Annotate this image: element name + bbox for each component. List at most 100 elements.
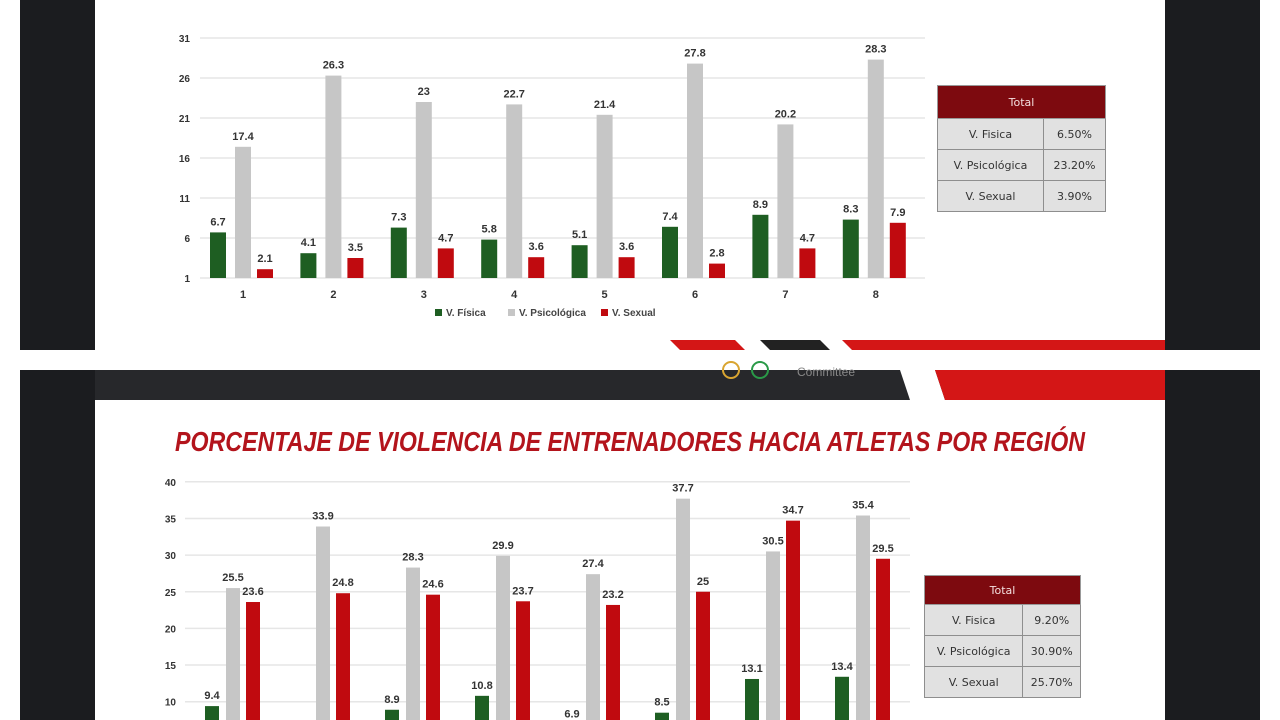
x-tick-label: 8 <box>873 289 879 301</box>
legend-label: V. Física <box>446 308 486 319</box>
data-label: 8.5 <box>654 697 669 709</box>
bar-sexual <box>336 593 350 720</box>
data-label: 29.5 <box>872 543 893 555</box>
data-label: 3.6 <box>529 241 544 253</box>
bar-fisica <box>835 676 849 720</box>
chart-bottom: 10 15 20 25 30 35 40 9.4 25.5 23.6 33.9 24.8 8.9 28.3… <box>165 478 910 720</box>
bar-psicologica <box>406 567 420 720</box>
chart-top: 16111621263116.717.42.124.126.33.537.323… <box>179 34 925 319</box>
data-label: 24.8 <box>332 577 353 589</box>
data-label: 30.5 <box>762 535 783 547</box>
right-frame-top <box>1165 0 1260 350</box>
x-tick-label: 3 <box>421 289 427 301</box>
bar-sexual <box>876 558 890 720</box>
bar-psicologica <box>415 102 432 278</box>
data-label: 23.7 <box>512 585 533 597</box>
white-cut <box>900 370 945 400</box>
bar-fisica <box>655 712 669 720</box>
data-label: 10.8 <box>471 680 492 692</box>
bar-sexual <box>618 257 635 278</box>
y-tick-label: 1 <box>184 274 190 285</box>
bar-fisica <box>571 245 588 278</box>
ring-yellow-icon <box>722 361 740 379</box>
x-tick-label: 4 <box>511 289 518 301</box>
committee-text: Committee <box>797 365 856 379</box>
legend-swatch <box>508 309 515 316</box>
data-label: 29.9 <box>492 540 513 552</box>
data-label: 8.3 <box>843 204 858 216</box>
bar-psicologica <box>496 555 510 720</box>
bar-fisica <box>385 709 399 720</box>
bar-psicologica <box>676 498 690 720</box>
data-label: 24.6 <box>422 579 443 591</box>
bar-sexual <box>606 604 620 720</box>
bar-sexual <box>516 601 530 720</box>
data-label: 13.1 <box>741 663 762 675</box>
row-value: 30.90% <box>1022 635 1081 667</box>
data-label: 2.8 <box>709 248 724 260</box>
bar-psicologica <box>586 574 600 720</box>
y-tick-label: 40 <box>165 478 177 489</box>
bar-psicologica <box>777 124 794 279</box>
left-frame-bottom <box>20 370 95 720</box>
red-stripe-2 <box>842 340 1165 350</box>
bar-sexual <box>347 258 364 278</box>
legend-swatch <box>435 309 442 316</box>
legend-label: V. Psicológica <box>519 308 586 319</box>
y-tick-label: 10 <box>165 698 177 709</box>
bar-psicologica <box>766 551 780 720</box>
y-tick-label: 11 <box>179 194 190 205</box>
row-label: V. Fisica <box>923 604 1024 636</box>
bar-fisica <box>210 232 226 278</box>
bar-fisica <box>475 695 489 720</box>
data-label: 4.7 <box>438 232 453 244</box>
y-tick-label: 16 <box>179 154 191 165</box>
bar-sexual <box>889 222 906 278</box>
y-tick-label: 30 <box>165 551 177 562</box>
data-label: 9.4 <box>204 690 220 702</box>
right-frame-bottom <box>1165 370 1260 720</box>
bar-fisica <box>205 706 219 720</box>
bar-psicologica <box>687 63 703 278</box>
data-label: 28.3 <box>402 552 423 564</box>
row-value: 23.20% <box>1042 149 1107 181</box>
row-label: V. Psicológica <box>937 149 1044 181</box>
y-tick-label: 20 <box>165 624 177 635</box>
total-header: Total <box>937 85 1106 119</box>
x-tick-label: 2 <box>330 289 336 301</box>
row-label: V. Sexual <box>937 180 1044 212</box>
bar-sexual <box>528 257 545 278</box>
data-label: 35.4 <box>852 500 874 512</box>
data-label: 22.7 <box>503 88 524 100</box>
row-value: 6.50% <box>1042 118 1107 150</box>
data-label: 6.7 <box>210 216 225 228</box>
data-label: 17.4 <box>232 131 254 143</box>
bar-sexual <box>709 263 725 278</box>
bar-sexual <box>246 602 260 720</box>
y-tick-label: 25 <box>165 588 177 599</box>
bar-fisica <box>390 227 407 278</box>
data-label: 2.1 <box>257 253 272 265</box>
ring-green-icon <box>751 361 769 379</box>
red-band <box>935 370 1165 400</box>
bar-sexual <box>437 248 454 278</box>
row-value: 3.90% <box>1042 180 1107 212</box>
data-label: 6.9 <box>564 708 579 720</box>
bar-psicologica <box>226 588 240 720</box>
data-label: 27.4 <box>582 558 604 570</box>
data-label: 37.7 <box>672 483 693 495</box>
bar-fisica <box>662 226 678 278</box>
data-label: 25 <box>697 576 709 588</box>
bar-psicologica <box>325 75 342 278</box>
data-label: 7.9 <box>890 207 905 219</box>
data-label: 5.1 <box>572 229 587 241</box>
total-table-bottom: Total V. Fisica 9.20% V. Psicológica 30.90… <box>923 575 1081 698</box>
row-label: V. Psicológica <box>923 635 1024 667</box>
data-label: 20.2 <box>775 108 796 120</box>
y-tick-label: 6 <box>184 234 190 245</box>
total-header: Total <box>924 575 1081 605</box>
x-tick-label: 7 <box>782 289 788 301</box>
data-label: 34.7 <box>782 505 803 517</box>
x-tick-label: 5 <box>602 289 608 301</box>
